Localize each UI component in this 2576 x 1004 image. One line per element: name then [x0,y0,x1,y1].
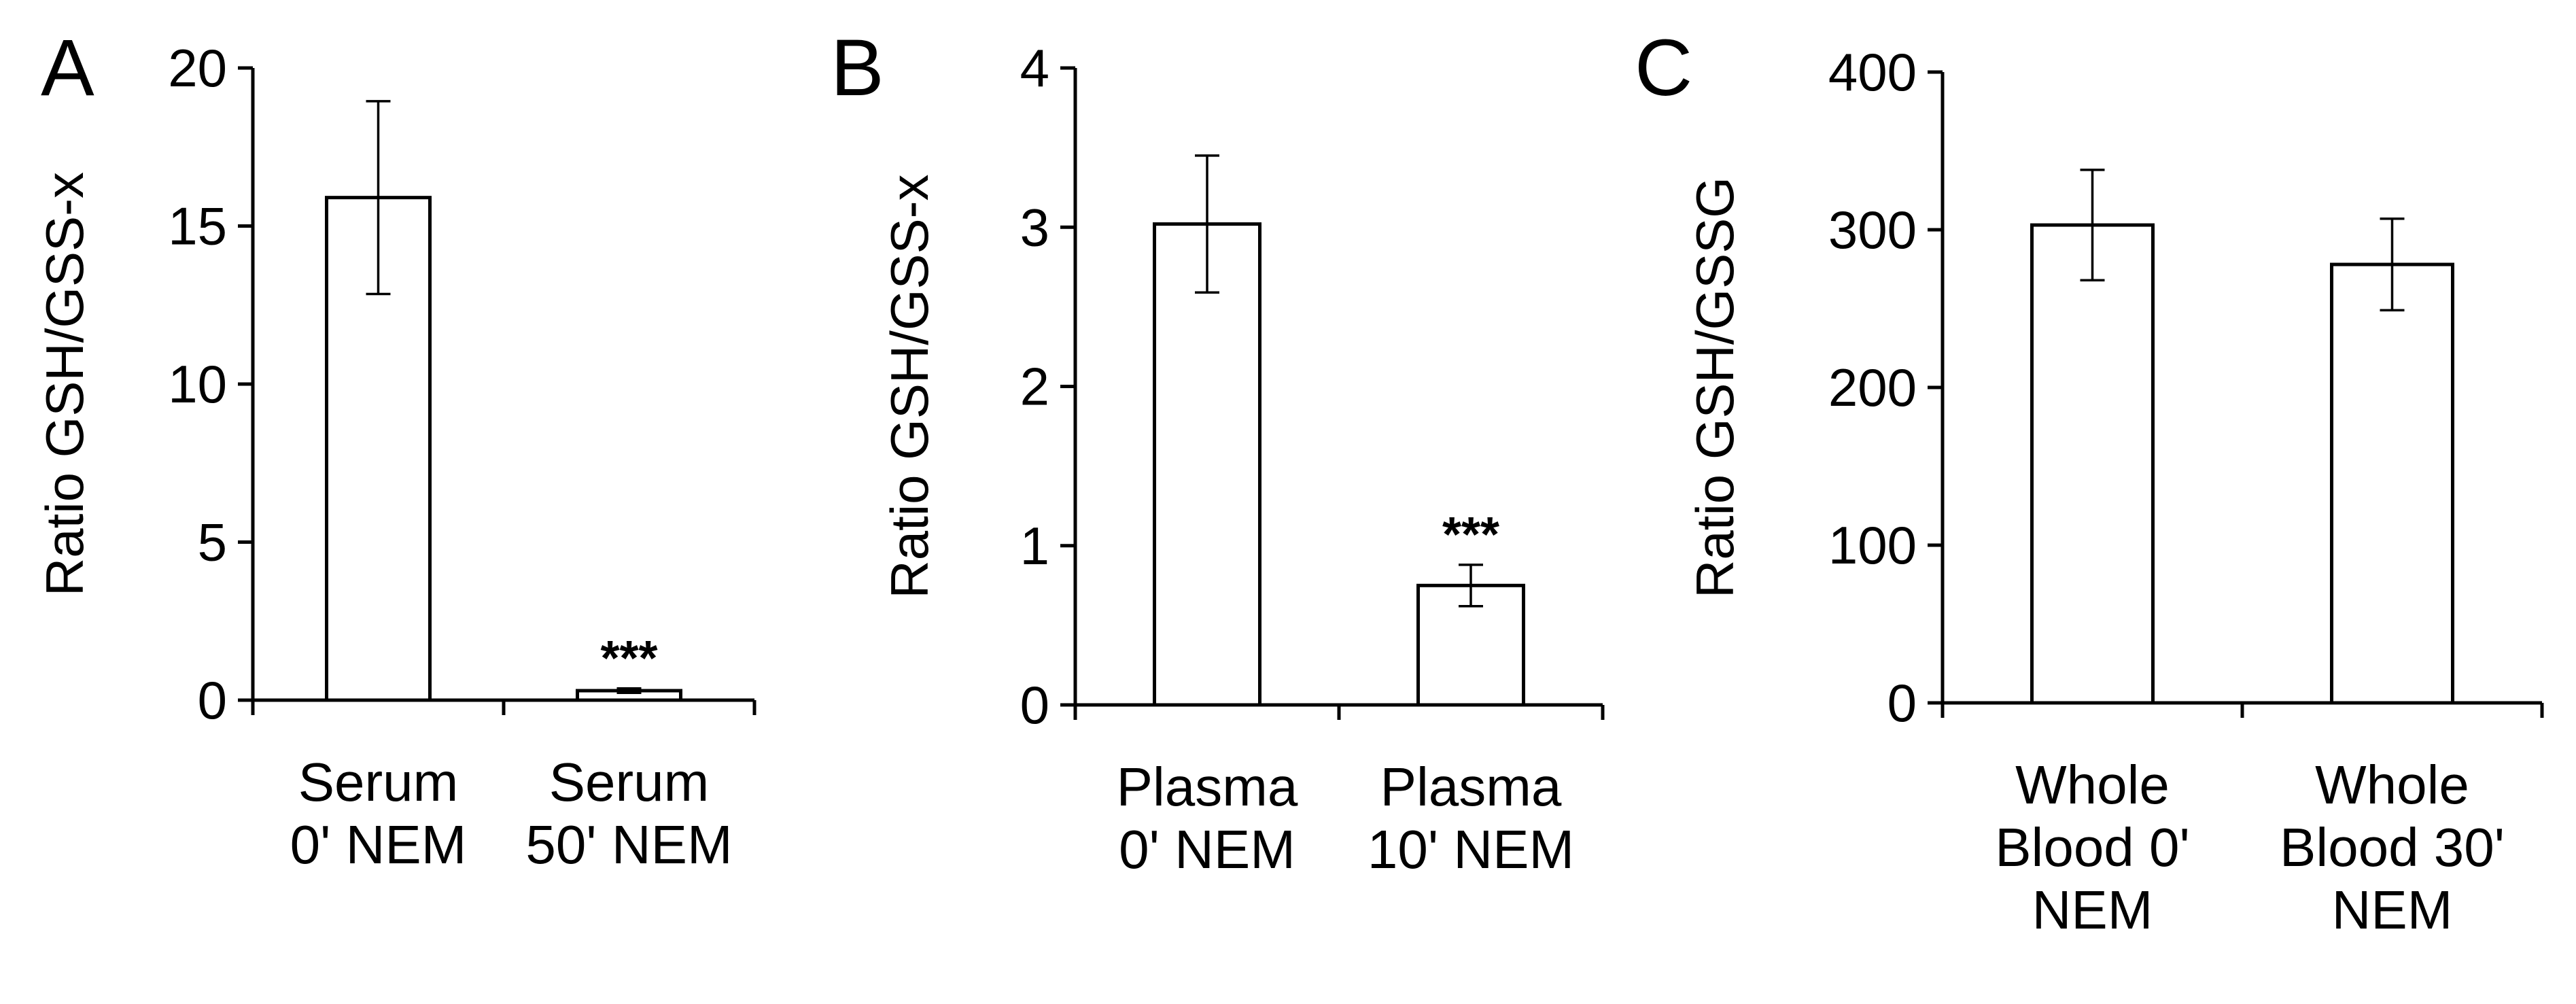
x-category-label: NEM [2032,880,2153,940]
x-category-label: 10' NEM [1368,819,1574,880]
y-tick-label: 300 [1828,200,1917,260]
x-category-label: NEM [2332,880,2453,940]
x-category-label: Blood 0' [1995,817,2190,878]
y-tick-label: 400 [1828,42,1917,102]
x-category-label: 0' NEM [290,814,467,875]
panel-letter: B [831,23,884,113]
x-category-label: Serum [549,752,710,812]
panel-letter: C [1635,23,1692,113]
x-category-label: Whole [2015,755,2170,815]
y-axis-label: Ratio GSH/GSS-x [880,174,939,598]
significance-marker: *** [1442,508,1499,562]
x-category-label: 50' NEM [525,814,732,875]
x-category-label: Plasma [1117,757,1298,817]
x-category-label: Blood 30' [2280,817,2505,878]
y-tick-label: 0 [198,670,227,730]
y-axis-label: Ratio GSH/GSS-x [35,172,94,596]
y-tick-label: 10 [168,354,227,414]
y-tick-label: 100 [1828,515,1917,575]
y-axis-label: Ratio GSH/GSSG [1685,177,1745,598]
x-category-label: 0' NEM [1119,819,1295,880]
y-tick-label: 200 [1828,358,1917,417]
x-category-label: Serum [298,752,459,812]
y-tick-label: 0 [1887,673,1917,733]
y-tick-label: 5 [198,513,227,572]
y-tick-label: 15 [168,196,227,256]
x-category-label: Plasma [1380,757,1562,817]
significance-marker: *** [600,631,657,686]
panel-letter: A [41,23,94,113]
y-tick-label: 2 [1020,357,1049,417]
y-tick-label: 20 [168,38,227,98]
x-category-label: Whole [2315,755,2469,815]
y-tick-label: 0 [1020,675,1049,735]
y-tick-label: 1 [1020,516,1049,576]
y-tick-label: 3 [1020,197,1049,257]
bar-1 [1153,222,1261,707]
y-tick-label: 4 [1020,38,1049,98]
bar-1 [2030,223,2155,705]
bar-2 [2330,262,2454,705]
